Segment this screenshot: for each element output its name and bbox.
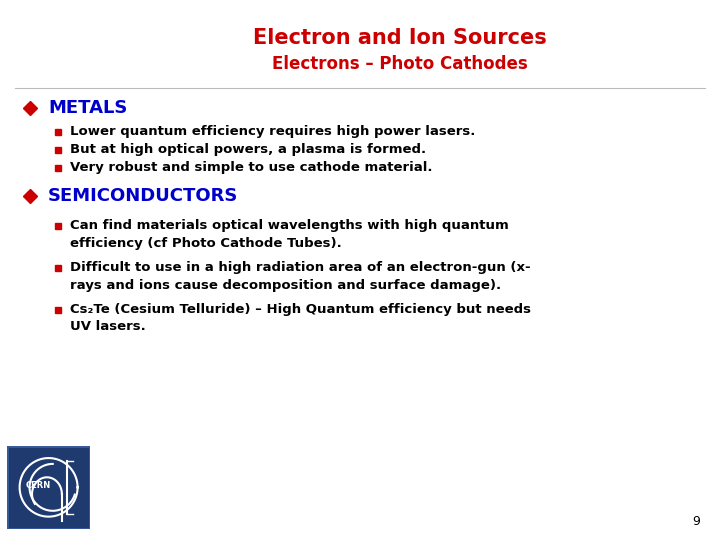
Text: Can find materials optical wavelengths with high quantum: Can find materials optical wavelengths w… <box>70 219 509 233</box>
Text: rays and ions cause decomposition and surface damage).: rays and ions cause decomposition and su… <box>70 279 501 292</box>
Text: Electrons – Photo Cathodes: Electrons – Photo Cathodes <box>272 55 528 73</box>
Text: Cs₂Te (Cesium Telluride) – High Quantum efficiency but needs: Cs₂Te (Cesium Telluride) – High Quantum … <box>70 303 531 316</box>
Text: Difficult to use in a high radiation area of an electron-gun (x-: Difficult to use in a high radiation are… <box>70 261 531 274</box>
Text: Electron and Ion Sources: Electron and Ion Sources <box>253 28 547 48</box>
Text: efficiency (cf Photo Cathode Tubes).: efficiency (cf Photo Cathode Tubes). <box>70 237 342 249</box>
FancyBboxPatch shape <box>7 446 90 529</box>
Text: Very robust and simple to use cathode material.: Very robust and simple to use cathode ma… <box>70 161 433 174</box>
Text: But at high optical powers, a plasma is formed.: But at high optical powers, a plasma is … <box>70 144 426 157</box>
Text: METALS: METALS <box>48 99 127 117</box>
Text: UV lasers.: UV lasers. <box>70 321 145 334</box>
Text: Lower quantum efficiency requires high power lasers.: Lower quantum efficiency requires high p… <box>70 125 475 138</box>
Text: CERN: CERN <box>26 481 51 490</box>
Text: 9: 9 <box>692 515 700 528</box>
Text: SEMICONDUCTORS: SEMICONDUCTORS <box>48 187 238 205</box>
